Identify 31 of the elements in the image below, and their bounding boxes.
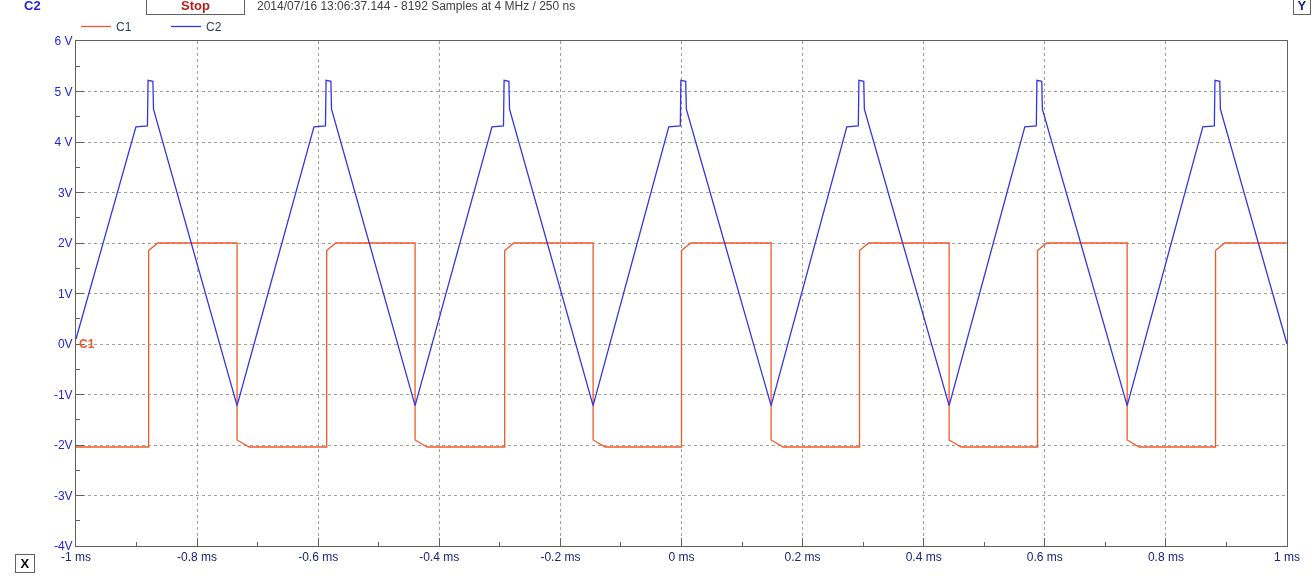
y-tick-label: 1V — [57, 286, 73, 301]
text: Stop — [181, 0, 210, 13]
y-tick-label: -1V — [53, 387, 73, 402]
legend-label: C1 — [116, 20, 132, 35]
y-axis-title: C2 — [24, 0, 41, 13]
y-tick-label: 4 V — [54, 135, 73, 150]
x-tick-label: -0.6 ms — [298, 550, 339, 565]
line-series — [76, 242, 1287, 448]
y-tick-label: -2V — [53, 438, 73, 453]
line-series — [76, 79, 1287, 407]
text: Y — [1297, 0, 1307, 13]
legend-label: C2 — [206, 20, 222, 35]
y-tick-label: 0V — [57, 337, 73, 352]
x-tick-label: 0.4 ms — [905, 550, 942, 565]
y-tick-label: 3V — [57, 185, 73, 200]
annotation: C1 — [79, 337, 95, 351]
x-tick-label: -0.8 ms — [177, 550, 218, 565]
x-tick-label: 0.8 ms — [1147, 550, 1184, 565]
y-tick-label: 6 V — [54, 34, 73, 49]
x-tick-label: 1 ms — [1273, 550, 1301, 565]
y-tick-label: 5 V — [54, 84, 73, 99]
x-tick-label: -1 ms — [61, 550, 91, 565]
x-tick-label: 0.2 ms — [784, 550, 821, 565]
x-tick-label: -0.2 ms — [540, 550, 581, 565]
x-tick-label: 0 ms — [668, 550, 695, 565]
x-tick-label: -0.4 ms — [419, 550, 460, 565]
text: X — [20, 556, 30, 571]
chart-subtitle: 2014/07/16 13:06:37.144 - 8192 Samples at 4 MHz / 250 ns — [257, 0, 576, 13]
x-tick-label: 0.6 ms — [1026, 550, 1063, 565]
y-tick-label: -3V — [53, 488, 73, 503]
y-tick-label: 2V — [57, 236, 73, 251]
